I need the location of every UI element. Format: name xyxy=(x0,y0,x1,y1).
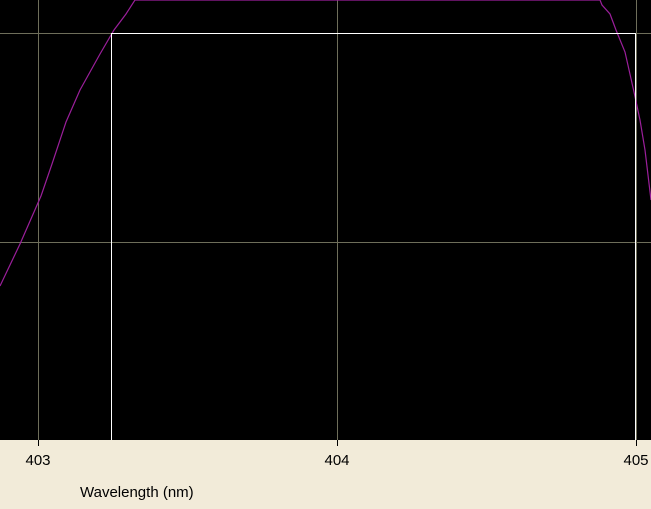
x-tick-label: 403 xyxy=(25,452,50,469)
x-tick-label: 405 xyxy=(623,452,648,469)
spectrum-line xyxy=(0,0,651,440)
chart-canvas[interactable]: 403 404 405 Wavelength (nm) xyxy=(0,0,651,509)
x-tick xyxy=(636,440,637,446)
x-tick-label: 404 xyxy=(324,452,349,469)
x-tick xyxy=(38,440,39,446)
x-tick xyxy=(337,440,338,446)
x-axis-label: Wavelength (nm) xyxy=(80,484,194,501)
